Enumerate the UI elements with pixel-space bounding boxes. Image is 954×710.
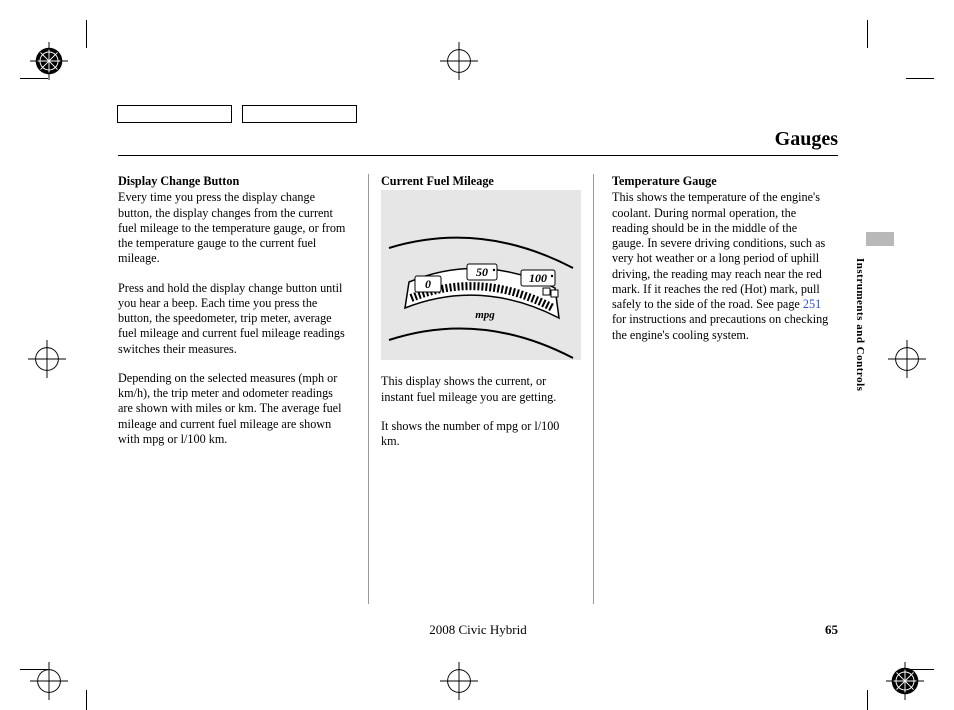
section-tab bbox=[866, 232, 894, 246]
svg-text:mpg: mpg bbox=[475, 309, 495, 321]
body-text: Depending on the selected measures (mph … bbox=[118, 371, 350, 447]
reg-mark-icon bbox=[888, 340, 926, 378]
body-text-part: for instructions and precautions on chec… bbox=[612, 312, 828, 341]
column-display-change: Display Change Button Every time you pre… bbox=[118, 174, 350, 604]
body-text-part: This shows the temperature of the engine… bbox=[612, 190, 825, 311]
column-fuel-mileage: Current Fuel Mileage 0 50 100 bbox=[368, 174, 594, 604]
body-text: This display shows the current, or insta… bbox=[381, 374, 581, 405]
svg-text:100: 100 bbox=[529, 271, 547, 285]
reg-mark-icon bbox=[30, 662, 68, 700]
body-text: Every time you press the display change … bbox=[118, 190, 350, 266]
reg-mark-icon bbox=[28, 340, 66, 378]
page-content: Gauges Display Change Button Every time … bbox=[118, 128, 838, 628]
body-text: It shows the number of mpg or l/100 km. bbox=[381, 419, 581, 450]
fuel-mileage-illustration: 0 50 100 mpg bbox=[381, 190, 581, 360]
reg-mark-icon bbox=[440, 42, 478, 80]
reg-mark-icon bbox=[886, 662, 924, 700]
column-temperature: Temperature Gauge This shows the tempera… bbox=[612, 174, 830, 604]
svg-text:50: 50 bbox=[476, 265, 488, 279]
heading-display-change: Display Change Button bbox=[118, 174, 350, 189]
gauge-0: 0 bbox=[425, 277, 431, 291]
reg-mark-icon bbox=[440, 662, 478, 700]
page-reference-link[interactable]: 251 bbox=[803, 297, 821, 311]
body-text: Press and hold the display change button… bbox=[118, 281, 350, 357]
page-number: 65 bbox=[825, 622, 838, 638]
trim-box bbox=[117, 105, 232, 123]
footer-model: 2008 Civic Hybrid bbox=[118, 622, 838, 638]
body-text: This shows the temperature of the engine… bbox=[612, 190, 830, 343]
trim-box bbox=[242, 105, 357, 123]
heading-fuel-mileage: Current Fuel Mileage bbox=[381, 174, 581, 189]
page-header: Gauges bbox=[118, 128, 838, 156]
page-title: Gauges bbox=[775, 128, 838, 150]
section-side-label: Instruments and Controls bbox=[854, 258, 866, 391]
reg-mark-icon bbox=[30, 42, 68, 80]
heading-temperature: Temperature Gauge bbox=[612, 174, 830, 189]
